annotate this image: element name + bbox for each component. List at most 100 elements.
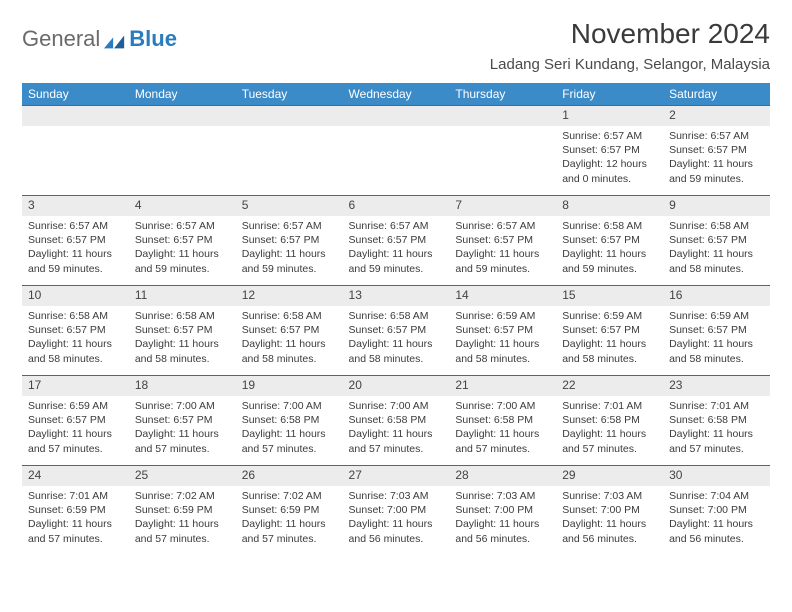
- day-number-cell: 17: [22, 376, 129, 397]
- sunset-text: Sunset: 6:57 PM: [455, 233, 550, 247]
- day-number: 17: [28, 378, 41, 392]
- day-number: 5: [242, 198, 249, 212]
- day-detail-cell: [449, 126, 556, 196]
- day-number: 25: [135, 468, 148, 482]
- brand-part2: Blue: [129, 26, 177, 52]
- day-number: 27: [349, 468, 362, 482]
- day-number: 15: [562, 288, 575, 302]
- day-detail-cell: Sunrise: 6:57 AMSunset: 6:57 PMDaylight:…: [129, 216, 236, 286]
- day-detail-cell: Sunrise: 7:00 AMSunset: 6:58 PMDaylight:…: [449, 396, 556, 466]
- daylight-text: Daylight: 11 hours and 56 minutes.: [562, 517, 657, 545]
- day-number-cell: 21: [449, 376, 556, 397]
- sunset-text: Sunset: 7:00 PM: [349, 503, 444, 517]
- weekday-header: Thursday: [449, 83, 556, 106]
- day-number: 1: [562, 108, 569, 122]
- day-number: 29: [562, 468, 575, 482]
- day-detail-cell: [22, 126, 129, 196]
- day-number: 30: [669, 468, 682, 482]
- daylight-text: Daylight: 11 hours and 59 minutes.: [349, 247, 444, 275]
- calendar-body: 12Sunrise: 6:57 AMSunset: 6:57 PMDayligh…: [22, 106, 770, 556]
- sunset-text: Sunset: 7:00 PM: [669, 503, 764, 517]
- sunrise-text: Sunrise: 7:03 AM: [349, 489, 444, 503]
- day-number-cell: [343, 106, 450, 127]
- day-number: 6: [349, 198, 356, 212]
- day-detail-cell: Sunrise: 7:02 AMSunset: 6:59 PMDaylight:…: [236, 486, 343, 555]
- day-number: 8: [562, 198, 569, 212]
- sunset-text: Sunset: 6:57 PM: [135, 323, 230, 337]
- day-number: 26: [242, 468, 255, 482]
- sunrise-text: Sunrise: 6:59 AM: [562, 309, 657, 323]
- day-detail-cell: Sunrise: 7:00 AMSunset: 6:57 PMDaylight:…: [129, 396, 236, 466]
- daylight-text: Daylight: 11 hours and 58 minutes.: [669, 337, 764, 365]
- daylight-text: Daylight: 11 hours and 57 minutes.: [135, 517, 230, 545]
- day-number-row: 10111213141516: [22, 286, 770, 307]
- day-number: 2: [669, 108, 676, 122]
- sunset-text: Sunset: 6:57 PM: [562, 143, 657, 157]
- day-number-cell: 13: [343, 286, 450, 307]
- sunrise-text: Sunrise: 6:59 AM: [669, 309, 764, 323]
- day-number: 13: [349, 288, 362, 302]
- day-number-cell: 6: [343, 196, 450, 217]
- day-number: 12: [242, 288, 255, 302]
- day-number-cell: 11: [129, 286, 236, 307]
- daylight-text: Daylight: 11 hours and 58 minutes.: [669, 247, 764, 275]
- sunrise-text: Sunrise: 7:00 AM: [135, 399, 230, 413]
- day-detail-row: Sunrise: 6:57 AMSunset: 6:57 PMDaylight:…: [22, 216, 770, 286]
- sunrise-text: Sunrise: 7:00 AM: [455, 399, 550, 413]
- day-detail-row: Sunrise: 6:59 AMSunset: 6:57 PMDaylight:…: [22, 396, 770, 466]
- day-number-cell: 7: [449, 196, 556, 217]
- daylight-text: Daylight: 11 hours and 58 minutes.: [242, 337, 337, 365]
- sunrise-text: Sunrise: 6:57 AM: [562, 129, 657, 143]
- day-number-cell: 30: [663, 466, 770, 487]
- day-detail-cell: Sunrise: 7:00 AMSunset: 6:58 PMDaylight:…: [236, 396, 343, 466]
- day-number-cell: 1: [556, 106, 663, 127]
- calendar-table: SundayMondayTuesdayWednesdayThursdayFrid…: [22, 83, 770, 555]
- day-number: 3: [28, 198, 35, 212]
- sunrise-text: Sunrise: 6:57 AM: [349, 219, 444, 233]
- weekday-header: Monday: [129, 83, 236, 106]
- weekday-header: Tuesday: [236, 83, 343, 106]
- sunset-text: Sunset: 6:57 PM: [242, 323, 337, 337]
- day-number: 11: [135, 288, 147, 302]
- weekday-header-row: SundayMondayTuesdayWednesdayThursdayFrid…: [22, 83, 770, 106]
- day-number: 24: [28, 468, 41, 482]
- daylight-text: Daylight: 11 hours and 56 minutes.: [349, 517, 444, 545]
- daylight-text: Daylight: 11 hours and 57 minutes.: [135, 427, 230, 455]
- day-detail-cell: Sunrise: 6:58 AMSunset: 6:57 PMDaylight:…: [236, 306, 343, 376]
- daylight-text: Daylight: 11 hours and 57 minutes.: [28, 517, 123, 545]
- weekday-header: Friday: [556, 83, 663, 106]
- day-detail-cell: Sunrise: 7:03 AMSunset: 7:00 PMDaylight:…: [556, 486, 663, 555]
- sunset-text: Sunset: 6:57 PM: [669, 323, 764, 337]
- day-detail-cell: Sunrise: 7:01 AMSunset: 6:58 PMDaylight:…: [663, 396, 770, 466]
- day-number-cell: [22, 106, 129, 127]
- day-number-cell: 12: [236, 286, 343, 307]
- day-detail-cell: Sunrise: 6:57 AMSunset: 6:57 PMDaylight:…: [663, 126, 770, 196]
- day-number-cell: [236, 106, 343, 127]
- day-number-cell: 24: [22, 466, 129, 487]
- day-number: 19: [242, 378, 255, 392]
- day-number-cell: 18: [129, 376, 236, 397]
- day-detail-cell: [129, 126, 236, 196]
- day-detail-cell: Sunrise: 6:58 AMSunset: 6:57 PMDaylight:…: [663, 216, 770, 286]
- daylight-text: Daylight: 11 hours and 59 minutes.: [242, 247, 337, 275]
- day-detail-cell: Sunrise: 6:59 AMSunset: 6:57 PMDaylight:…: [449, 306, 556, 376]
- sunrise-text: Sunrise: 6:58 AM: [242, 309, 337, 323]
- daylight-text: Daylight: 11 hours and 58 minutes.: [28, 337, 123, 365]
- sunset-text: Sunset: 7:00 PM: [562, 503, 657, 517]
- daylight-text: Daylight: 11 hours and 58 minutes.: [135, 337, 230, 365]
- day-detail-cell: Sunrise: 7:01 AMSunset: 6:58 PMDaylight:…: [556, 396, 663, 466]
- daylight-text: Daylight: 11 hours and 59 minutes.: [455, 247, 550, 275]
- day-detail-cell: Sunrise: 6:59 AMSunset: 6:57 PMDaylight:…: [663, 306, 770, 376]
- day-number-cell: [449, 106, 556, 127]
- daylight-text: Daylight: 11 hours and 57 minutes.: [242, 427, 337, 455]
- day-number: 9: [669, 198, 676, 212]
- day-number-cell: 9: [663, 196, 770, 217]
- title-block: November 2024 Ladang Seri Kundang, Selan…: [490, 18, 770, 77]
- day-number: 21: [455, 378, 468, 392]
- day-number-cell: 8: [556, 196, 663, 217]
- day-detail-row: Sunrise: 7:01 AMSunset: 6:59 PMDaylight:…: [22, 486, 770, 555]
- daylight-text: Daylight: 11 hours and 57 minutes.: [28, 427, 123, 455]
- sunrise-text: Sunrise: 7:03 AM: [562, 489, 657, 503]
- sunrise-text: Sunrise: 6:58 AM: [28, 309, 123, 323]
- day-detail-cell: Sunrise: 7:04 AMSunset: 7:00 PMDaylight:…: [663, 486, 770, 555]
